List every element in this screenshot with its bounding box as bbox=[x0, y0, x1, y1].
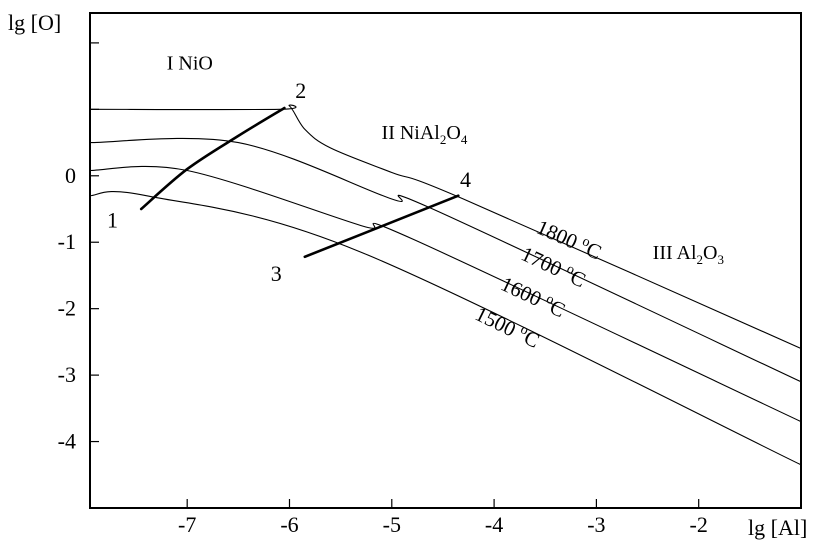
isotherm-line bbox=[89, 104, 802, 350]
region-label-text: O bbox=[703, 242, 717, 264]
region-label-subscript: 3 bbox=[718, 252, 725, 267]
region-label-text: II NiAl bbox=[382, 122, 441, 144]
y-tick-label: 0 bbox=[65, 163, 76, 188]
region-label-text: I NiO bbox=[167, 52, 213, 74]
region-label-subscript: 2 bbox=[440, 132, 447, 147]
x-tick-label: -3 bbox=[587, 512, 605, 537]
phase-boundary-line bbox=[139, 106, 286, 211]
region-label-text: III Al bbox=[653, 242, 697, 264]
boundary-point-label: 1 bbox=[107, 208, 118, 233]
region-label-subscript: 2 bbox=[697, 252, 704, 267]
region-label: III Al2O3 bbox=[653, 242, 724, 267]
region-label-subscript: 4 bbox=[461, 132, 468, 147]
plot-frame bbox=[89, 12, 802, 509]
x-tick-label: -2 bbox=[690, 512, 708, 537]
isotherm-line bbox=[89, 190, 802, 466]
x-tick-label: -6 bbox=[280, 512, 298, 537]
y-axis-label: lg [O] bbox=[8, 10, 61, 35]
y-tick-label: -3 bbox=[58, 362, 76, 387]
phase-boundary-line bbox=[303, 194, 460, 259]
region-label-text: O bbox=[446, 122, 460, 144]
boundary-point-label: 4 bbox=[460, 167, 471, 192]
boundary-point-label: 2 bbox=[295, 78, 306, 103]
x-tick-label: -7 bbox=[178, 512, 196, 537]
y-tick-label: -4 bbox=[58, 429, 76, 454]
x-tick-label: -4 bbox=[485, 512, 503, 537]
boundary-point-label: 3 bbox=[271, 261, 282, 286]
x-axis-label: lg [Al] bbox=[748, 515, 807, 540]
phase-boundaries bbox=[139, 106, 460, 259]
x-tick-label: -5 bbox=[383, 512, 401, 537]
y-tick-label: -2 bbox=[58, 296, 76, 321]
isotherm-line bbox=[89, 137, 802, 383]
y-tick-label: -1 bbox=[58, 229, 76, 254]
region-label: II NiAl2O4 bbox=[382, 122, 468, 147]
region-label: I NiO bbox=[167, 52, 213, 74]
